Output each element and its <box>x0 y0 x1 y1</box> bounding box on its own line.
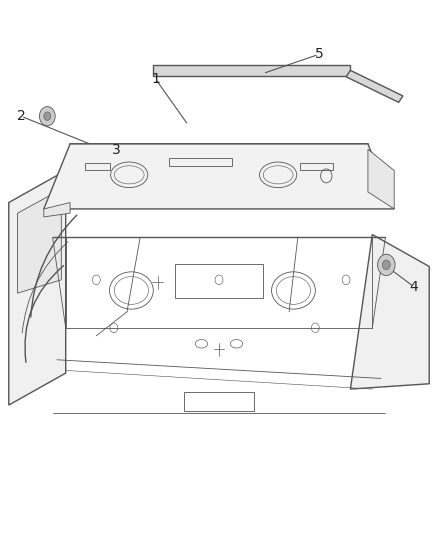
Polygon shape <box>44 144 394 209</box>
Polygon shape <box>346 70 403 102</box>
Circle shape <box>39 107 55 126</box>
Polygon shape <box>18 189 61 293</box>
Circle shape <box>382 260 390 270</box>
Circle shape <box>44 112 51 120</box>
Polygon shape <box>350 235 429 389</box>
Polygon shape <box>368 149 394 209</box>
Text: 2: 2 <box>17 109 25 123</box>
Text: 1: 1 <box>151 72 160 86</box>
Text: 4: 4 <box>410 280 418 294</box>
Text: 5: 5 <box>314 47 323 61</box>
Polygon shape <box>44 203 70 217</box>
Polygon shape <box>153 65 350 76</box>
Polygon shape <box>9 171 66 405</box>
Text: 3: 3 <box>112 143 120 157</box>
Circle shape <box>378 254 395 276</box>
